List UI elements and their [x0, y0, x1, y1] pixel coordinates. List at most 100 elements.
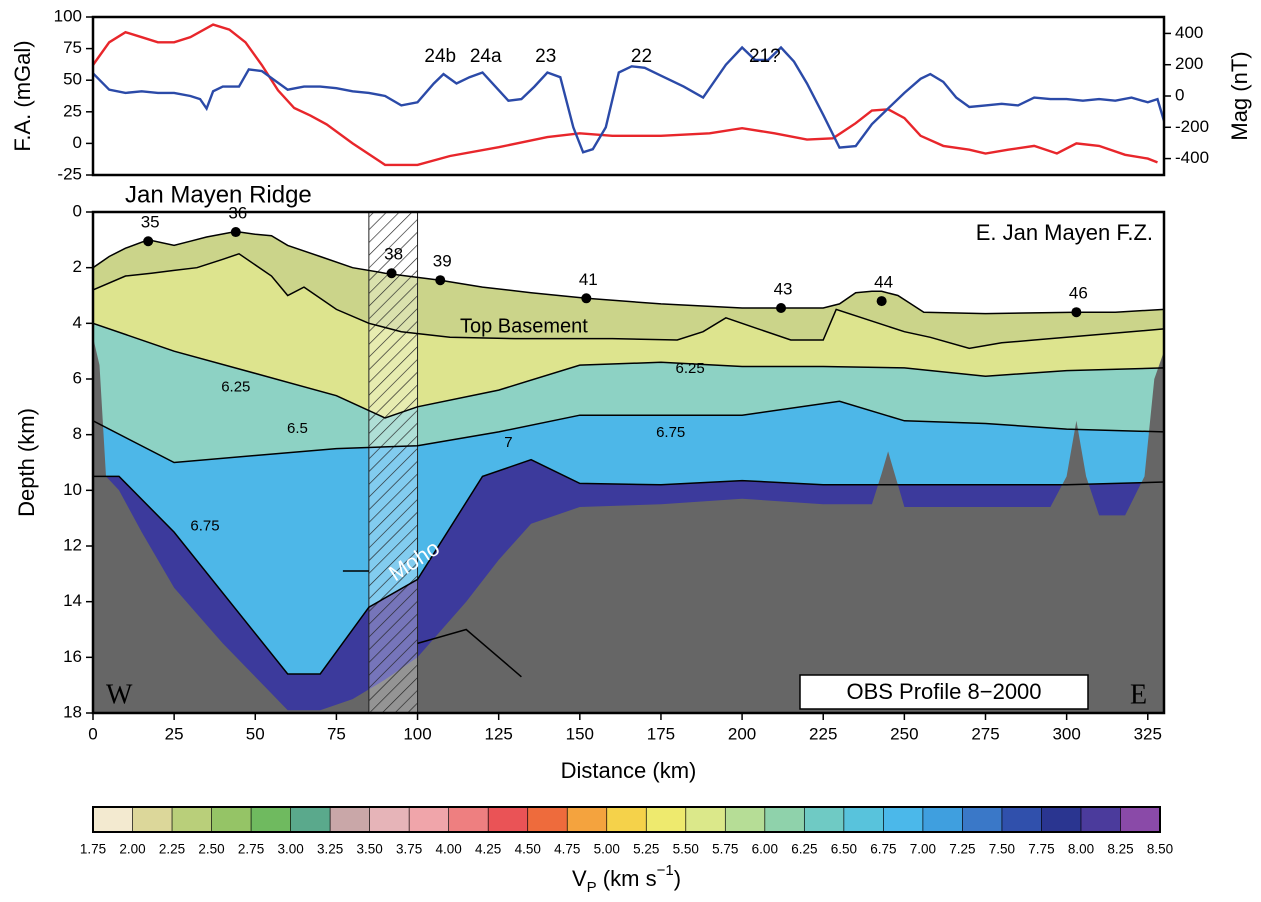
colorbar-tick-label: 3.00 — [277, 842, 303, 857]
contour-label: 6.75 — [190, 517, 219, 534]
y-tick-label: 12 — [63, 535, 82, 554]
y-tick-label: 16 — [63, 647, 82, 666]
colorbar-title-part: (km s — [597, 866, 657, 891]
x-tick-label: 275 — [971, 724, 999, 743]
y-tick-label: 100 — [54, 6, 82, 25]
colorbar-cell — [883, 807, 924, 832]
contour-label: 6.25 — [676, 360, 705, 377]
x-tick-label: 100 — [403, 724, 431, 743]
y2-tick-label: 0 — [1175, 85, 1184, 104]
contour-label: 6.25 — [221, 378, 250, 395]
x-tick-label: 0 — [88, 724, 97, 743]
colorbar-title-part: V — [572, 866, 587, 891]
y2-axis-title: Mag (nT) — [1227, 51, 1252, 140]
contour-label: 7 — [504, 434, 512, 451]
layer-boundary — [93, 400, 1164, 464]
colorbar-cell — [1001, 807, 1042, 832]
obs-station — [776, 303, 787, 314]
colorbar-tick-label: 4.75 — [554, 842, 580, 857]
obs-station — [435, 275, 446, 286]
y-tick-label: 2 — [73, 257, 82, 276]
y-tick-label: 50 — [63, 70, 82, 89]
series-line — [93, 45, 1164, 154]
layer-boundary — [93, 230, 1164, 315]
colorbar-cell — [922, 807, 963, 832]
colorbar-tick-label: 5.25 — [633, 842, 659, 857]
plot-area — [93, 17, 1164, 175]
direction-label: W — [106, 679, 133, 710]
hatch-zone — [368, 212, 419, 713]
colorbar-tick-label: 7.75 — [1028, 842, 1054, 857]
colorbar-cell — [1041, 807, 1082, 832]
y-tick-label: -25 — [57, 164, 82, 183]
x-tick-label: 225 — [809, 724, 837, 743]
colorbar-cell — [369, 807, 410, 832]
x-tick-label: 25 — [165, 724, 184, 743]
layer-boundary — [93, 322, 1164, 419]
y-axis-title: F.A. (mGal) — [10, 40, 35, 151]
y2-tick-label: 400 — [1175, 23, 1203, 42]
contour-label: 6.75 — [656, 424, 685, 441]
colorbar-cell — [132, 807, 173, 832]
colorbar-tick-label: 2.25 — [159, 842, 185, 857]
colorbar-cell — [93, 807, 134, 832]
colorbar-cell — [527, 807, 568, 832]
y-tick-label: 0 — [73, 201, 82, 220]
x-tick-label: 300 — [1052, 724, 1080, 743]
colorbar-tick-label: 3.50 — [356, 842, 382, 857]
obs-station — [230, 227, 241, 238]
colorbar-tick-label: 6.50 — [831, 842, 857, 857]
colorbar-cell — [646, 807, 687, 832]
colorbar-cell — [290, 807, 331, 832]
y-tick-label: 6 — [73, 368, 82, 387]
x-tick-label: 125 — [484, 724, 512, 743]
colorbar-cell — [567, 807, 608, 832]
colorbar-cell — [685, 807, 726, 832]
anomaly-label: 23 — [535, 46, 556, 67]
colorbar-tick-label: 8.00 — [1068, 842, 1094, 857]
colorbar-tick-label: 5.00 — [594, 842, 620, 857]
profile-box — [799, 674, 1089, 710]
colorbar-title-part: ) — [674, 866, 681, 891]
x-tick-label: 200 — [728, 724, 756, 743]
colorbar-tick-label: 4.50 — [515, 842, 541, 857]
colorbar-cell — [330, 807, 371, 832]
y-tick-label: 75 — [63, 38, 82, 57]
colorbar-cell — [448, 807, 489, 832]
obs-label: 39 — [433, 252, 452, 271]
colorbar-tick-label: 6.75 — [870, 842, 896, 857]
anomaly-label: 22 — [631, 46, 652, 67]
anomaly-label: 21? — [749, 46, 781, 67]
y-tick-label: 25 — [63, 101, 82, 120]
colorbar-tick-label: 2.75 — [238, 842, 264, 857]
x-tick-label: 175 — [647, 724, 675, 743]
colorbar-tick-label: 2.00 — [119, 842, 145, 857]
obs-station — [386, 268, 397, 279]
colorbar-tick-label: 2.50 — [198, 842, 224, 857]
series-group — [93, 23, 1164, 167]
y2-tick-label: -400 — [1175, 148, 1209, 167]
colorbar-title: VP (km s−1) — [572, 862, 681, 896]
series-line — [93, 23, 1158, 167]
colorbar-cell — [764, 807, 805, 832]
obs-label: 38 — [384, 245, 403, 264]
obs-label: 44 — [874, 273, 893, 292]
y-tick-label: 8 — [73, 424, 82, 443]
y-tick-label: 14 — [63, 591, 82, 610]
colorbar-cell — [606, 807, 647, 832]
layer-boundary — [93, 458, 1164, 675]
x-tick-label: 325 — [1134, 724, 1162, 743]
colorbar-cell — [843, 807, 884, 832]
anomaly-label: 24a — [470, 46, 502, 67]
colorbar-tick-label: 5.50 — [673, 842, 699, 857]
colorbar-tick-label: 7.50 — [989, 842, 1015, 857]
obs-label: 46 — [1069, 284, 1088, 303]
colorbar-cell — [804, 807, 845, 832]
colorbar-tick-label: 5.75 — [712, 842, 738, 857]
anomaly-label: 24b — [424, 46, 456, 67]
frame — [91, 210, 1166, 715]
colorbar-tick-label: 7.25 — [949, 842, 975, 857]
colorbar-cell — [211, 807, 252, 832]
obs-station — [143, 236, 154, 247]
frame — [91, 15, 1166, 177]
